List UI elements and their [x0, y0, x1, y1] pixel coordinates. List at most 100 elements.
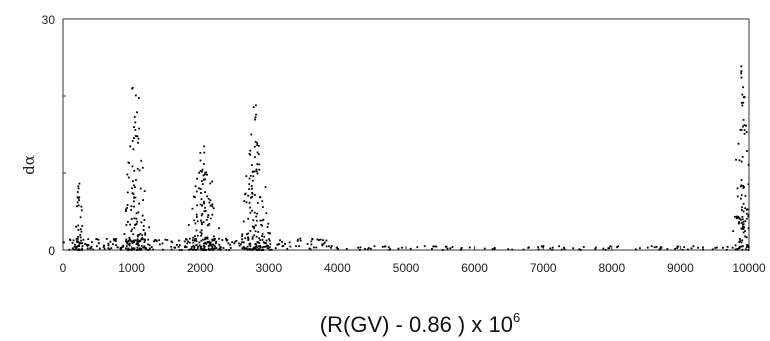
data-point — [131, 180, 134, 183]
data-point — [148, 248, 151, 250]
data-point — [306, 243, 309, 245]
data-point — [116, 246, 119, 249]
data-point — [434, 245, 436, 248]
data-point — [742, 184, 745, 187]
data-point — [133, 217, 136, 220]
data-point — [139, 232, 142, 235]
data-point — [208, 240, 211, 243]
data-point — [262, 206, 264, 209]
data-point — [286, 248, 289, 250]
data-point — [241, 247, 244, 250]
data-point — [75, 246, 78, 249]
data-point — [201, 238, 204, 241]
data-point — [444, 245, 447, 248]
data-point — [134, 223, 136, 226]
data-point — [186, 242, 189, 245]
data-point — [133, 239, 135, 242]
data-point — [192, 241, 195, 244]
data-point — [449, 247, 452, 250]
data-point — [209, 199, 212, 202]
data-point — [147, 238, 150, 241]
data-point — [134, 239, 137, 242]
data-point — [68, 248, 71, 251]
data-point — [582, 246, 585, 248]
data-point — [198, 171, 201, 174]
data-point — [265, 245, 268, 248]
data-point — [126, 204, 129, 206]
data-point — [185, 246, 188, 249]
data-point — [207, 247, 210, 250]
data-point — [244, 192, 247, 195]
data-point — [141, 238, 144, 241]
data-point — [249, 211, 252, 214]
data-point — [108, 248, 111, 251]
data-point — [150, 246, 153, 248]
data-point — [126, 248, 129, 251]
data-point — [196, 248, 199, 251]
data-point — [142, 246, 145, 249]
data-point — [743, 124, 746, 127]
data-point — [276, 243, 279, 246]
data-point — [218, 247, 221, 250]
data-point — [563, 246, 565, 249]
data-point — [124, 240, 127, 243]
data-point — [261, 224, 264, 227]
data-point — [740, 209, 743, 212]
data-point — [221, 239, 224, 241]
data-point — [211, 247, 214, 250]
data-point — [195, 240, 198, 242]
data-point — [203, 246, 206, 249]
data-point — [594, 246, 597, 249]
data-point — [203, 249, 206, 251]
data-point — [127, 240, 130, 242]
data-point — [170, 248, 173, 251]
x-tick-label: 10000 — [732, 261, 766, 275]
data-point — [131, 86, 134, 89]
data-point — [136, 238, 139, 241]
data-point — [507, 248, 510, 251]
data-point — [211, 205, 214, 208]
data-point — [85, 243, 88, 246]
data-point — [202, 248, 205, 251]
data-point — [269, 249, 271, 251]
data-point — [209, 204, 212, 207]
data-point — [71, 241, 74, 244]
data-point — [322, 242, 325, 245]
data-point — [740, 241, 743, 244]
data-point — [741, 225, 744, 228]
data-point — [248, 248, 250, 251]
data-point — [200, 239, 203, 242]
data-point — [81, 249, 83, 251]
data-point — [137, 248, 139, 251]
data-point — [206, 237, 209, 240]
data-point — [747, 214, 750, 217]
data-point — [254, 116, 257, 119]
data-point — [213, 238, 215, 240]
data-point — [268, 232, 271, 235]
data-point — [279, 239, 281, 242]
data-point — [77, 197, 80, 199]
data-point — [87, 238, 90, 241]
data-point — [98, 247, 101, 250]
data-point — [256, 212, 259, 215]
data-point — [141, 234, 144, 237]
data-point — [739, 240, 742, 243]
data-point — [251, 209, 253, 212]
data-point — [203, 200, 205, 203]
data-point — [131, 140, 134, 142]
data-point — [177, 246, 180, 248]
data-point — [201, 249, 204, 251]
data-point — [130, 230, 133, 233]
data-point — [75, 247, 77, 250]
data-point — [736, 248, 739, 251]
data-point — [325, 239, 328, 242]
data-point — [138, 233, 140, 236]
data-point — [202, 221, 205, 224]
data-point — [735, 158, 737, 161]
data-point — [107, 247, 110, 250]
data-point — [121, 245, 124, 248]
data-point — [743, 186, 745, 188]
data-point — [741, 206, 743, 209]
data-point — [683, 246, 686, 249]
